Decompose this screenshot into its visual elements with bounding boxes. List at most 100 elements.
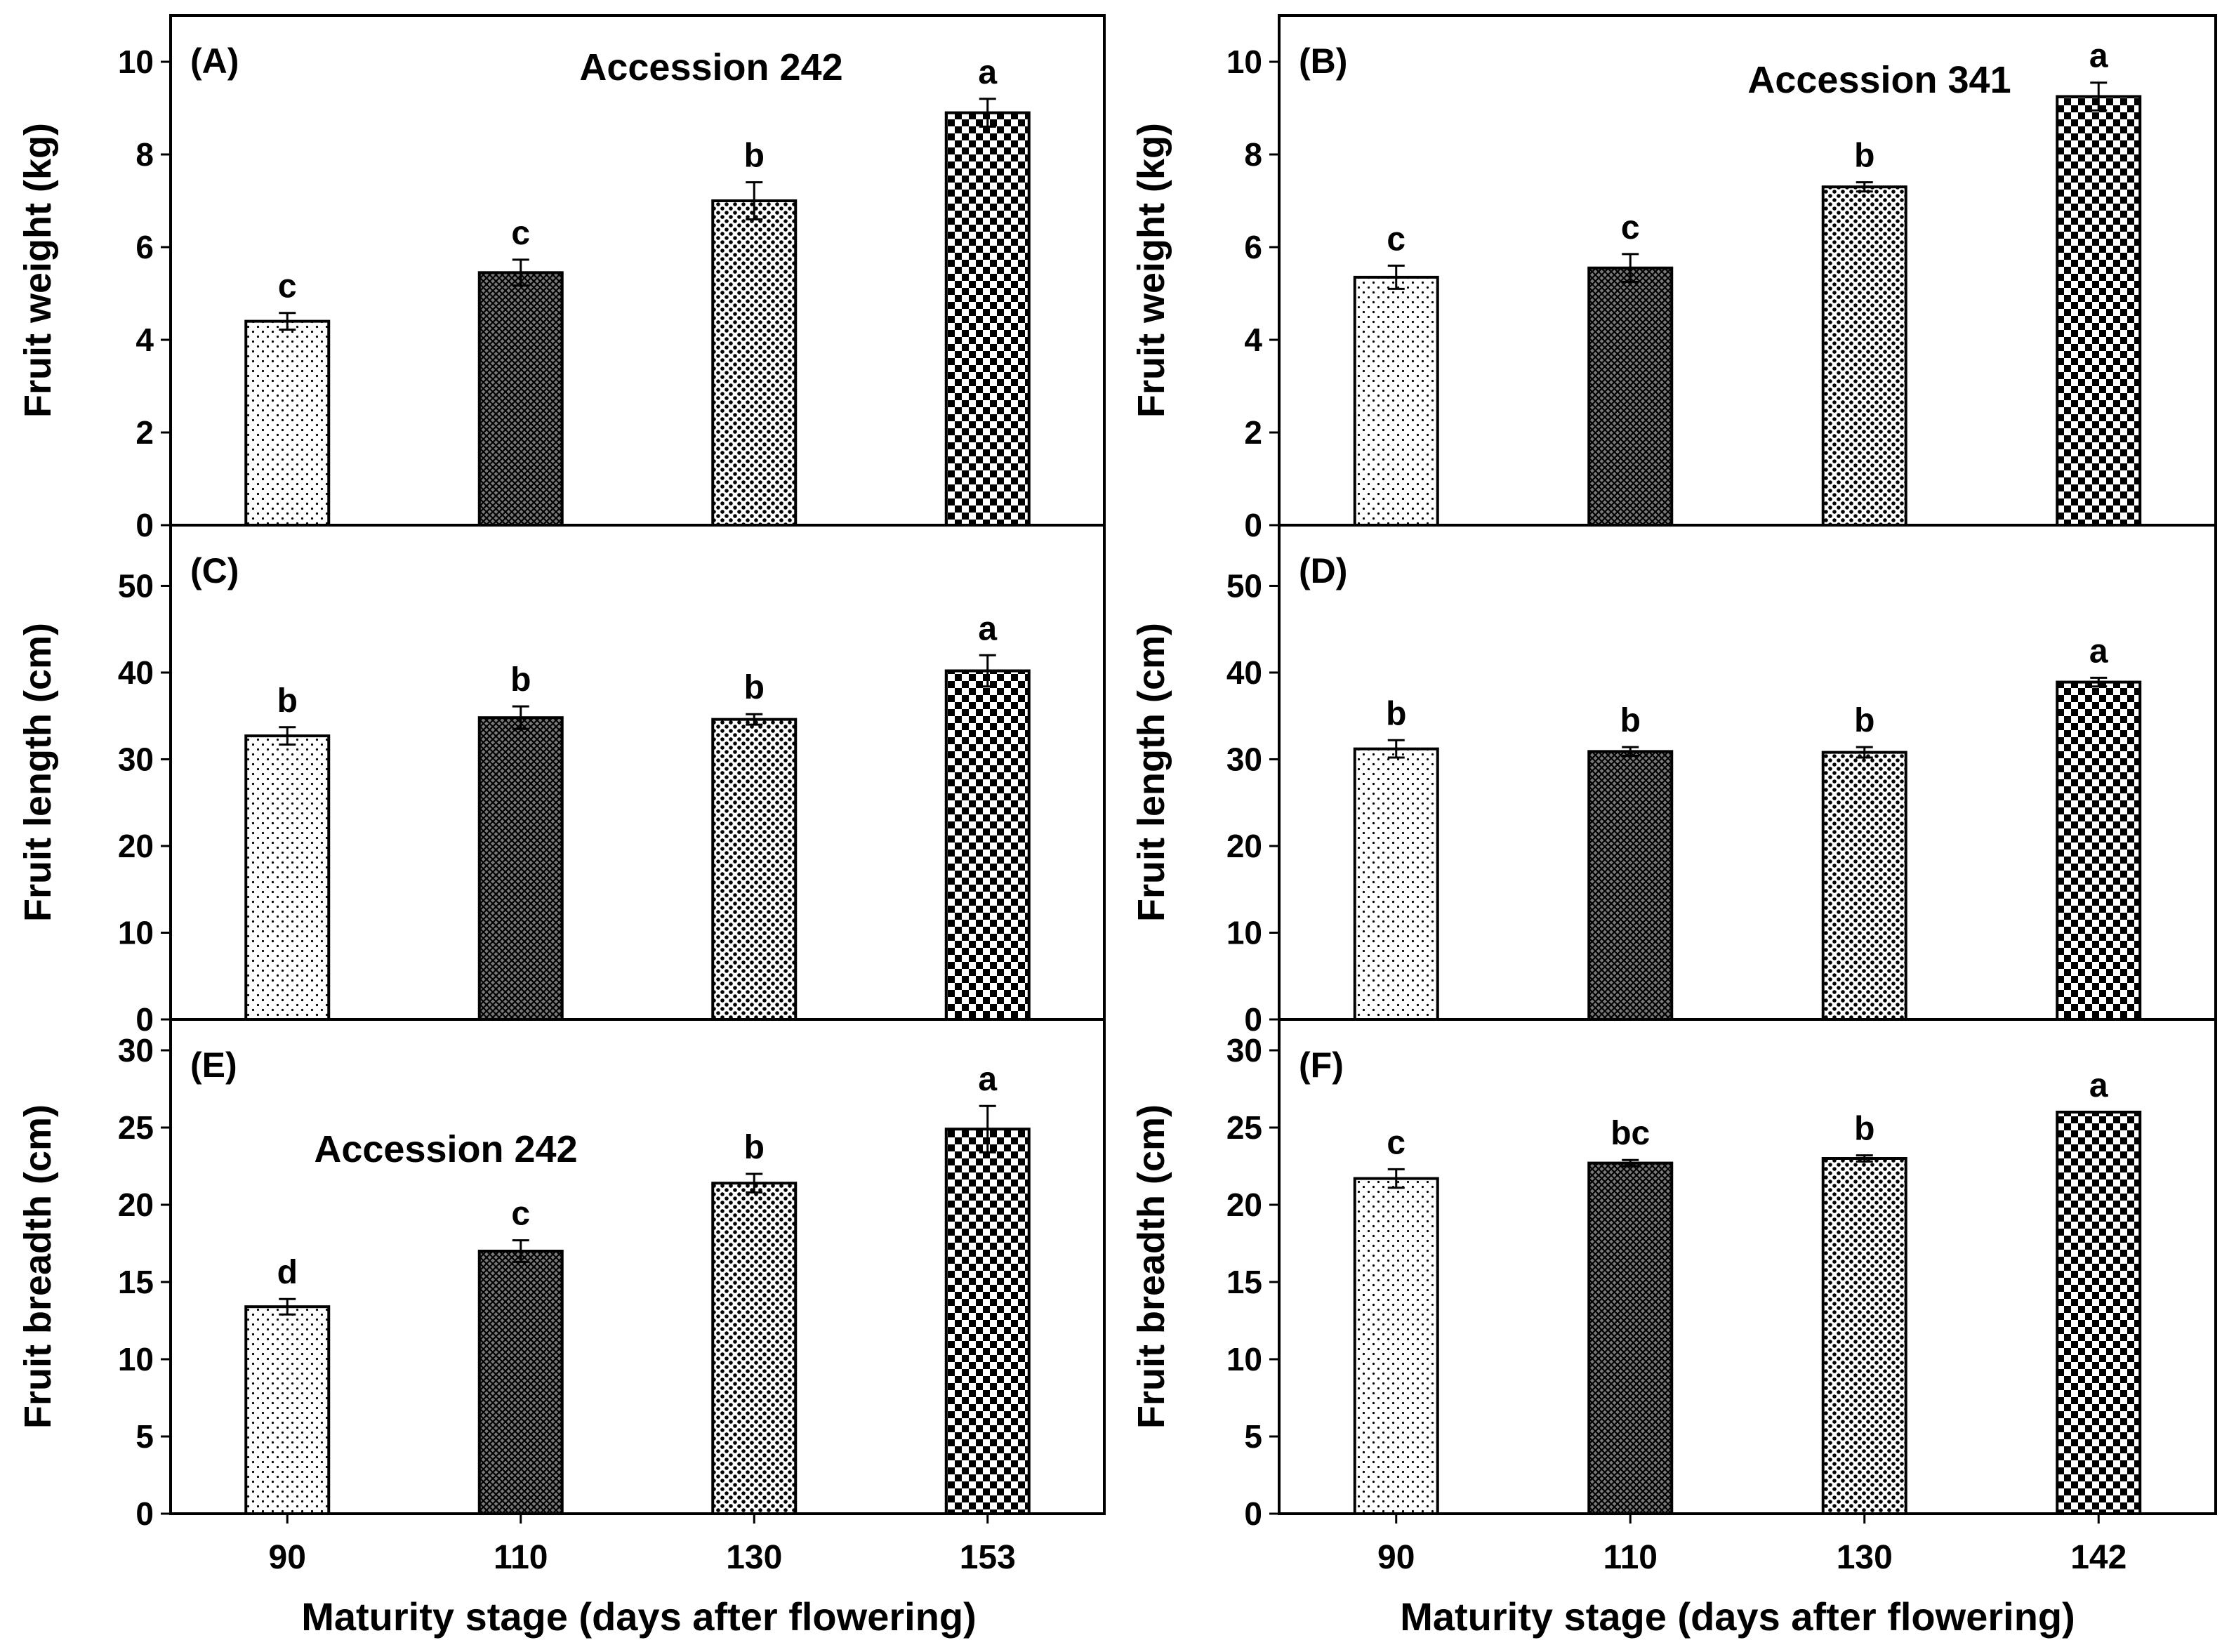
y-tick-label: 4	[135, 322, 154, 358]
bar-D-130-dense-dots	[1821, 751, 1907, 1022]
significance-letter: b	[744, 1129, 765, 1166]
y-axis-label: Fruit length (cm)	[17, 623, 59, 922]
y-tick-label: 0	[135, 1001, 154, 1038]
y-tick-label: 30	[1226, 741, 1262, 777]
significance-letter: c	[511, 1196, 530, 1233]
significance-letter: c	[1387, 1124, 1405, 1161]
y-tick-label: 20	[118, 1187, 154, 1223]
bar-C-153-checkerboard	[944, 669, 1031, 1021]
bar-F-110-crosshatch	[1587, 1161, 1674, 1515]
y-tick-label: 30	[1226, 1032, 1262, 1069]
y-tick-label: 25	[118, 1109, 154, 1146]
x-axis-label-right: Maturity stage (days after flowering)	[1400, 1594, 2075, 1639]
significance-letter: c	[278, 268, 297, 305]
plot-frame-F	[1278, 1018, 2217, 1515]
y-tick-label: 6	[1244, 229, 1262, 265]
y-tick-label: 10	[118, 44, 154, 80]
panel-E: 0 5 10 15 20 25 30 Fruit breadth (cm) (E) Accessi…	[17, 1018, 1106, 1576]
y-tick-label: 40	[1226, 654, 1262, 691]
y-tick-label: 20	[1226, 1187, 1262, 1223]
significance-letter: c	[1621, 209, 1640, 246]
bar-C-130-dense-dots	[711, 718, 798, 1022]
bar-F-90-sparse-dots	[1353, 1177, 1439, 1515]
bar-A-110-crosshatch	[477, 271, 564, 527]
y-axis-label: Fruit weight (kg)	[17, 123, 59, 418]
significance-letter: a	[978, 54, 997, 91]
bar-B-110-crosshatch	[1587, 266, 1674, 527]
panel-C: 0 10 20 30 40 50 Fruit length (cm) (C) b b b a	[17, 524, 1106, 1038]
panel-label: (C)	[190, 551, 239, 590]
y-axis-label: Fruit length (cm)	[1130, 623, 1172, 922]
bar-F-130-dense-dots	[1821, 1157, 1907, 1515]
y-tick-label: 8	[135, 136, 154, 173]
panel-A: 0 2 4 6 8 10 Fruit weight (kg) (A) Accession 242…	[17, 14, 1106, 543]
x-tick-label: 153	[960, 1539, 1016, 1576]
y-tick-label: 10	[118, 914, 154, 951]
bar-A-130-dense-dots	[711, 199, 798, 527]
significance-letter: b	[1854, 138, 1874, 175]
significance-letter: b	[1854, 702, 1874, 739]
y-tick-label: 10	[1226, 44, 1262, 80]
y-tick-label: 10	[118, 1341, 154, 1377]
y-tick-label: 20	[1226, 828, 1262, 864]
significance-letter: b	[1854, 1111, 1874, 1148]
bar-B-130-dense-dots	[1821, 185, 1907, 527]
panel-label: (E)	[190, 1045, 237, 1085]
significance-letter: a	[2089, 633, 2108, 670]
significance-letter: c	[1387, 220, 1405, 258]
y-tick-label: 5	[1244, 1418, 1262, 1455]
significance-letter: c	[511, 215, 530, 252]
significance-letter: a	[978, 610, 997, 647]
significance-letter: a	[2089, 38, 2108, 75]
y-tick-label: 30	[118, 1032, 154, 1069]
panel-title: Accession 242	[579, 46, 842, 88]
y-tick-label: 40	[118, 654, 154, 691]
significance-letter: b	[744, 138, 765, 175]
x-tick-label: 130	[1837, 1539, 1893, 1576]
x-axis-label-left: Maturity stage (days after flowering)	[301, 1594, 977, 1639]
bar-E-90-sparse-dots	[244, 1305, 331, 1515]
bar-B-142-checkerboard	[2056, 95, 2142, 527]
panel-label: (A)	[190, 41, 239, 81]
x-tick-label: 130	[726, 1539, 782, 1576]
panel-label: (D)	[1299, 551, 1347, 590]
bar-F-142-checkerboard	[2056, 1111, 2142, 1515]
bar-B-90-sparse-dots	[1353, 275, 1439, 527]
significance-letter: b	[1620, 702, 1641, 739]
significance-letter: a	[2089, 1067, 2108, 1104]
panel-label: (F)	[1299, 1045, 1344, 1085]
panel-B: 0 2 4 6 8 10 Fruit weight (kg) (B) Accession 341…	[1130, 14, 2217, 543]
x-tick-label: 142	[2070, 1539, 2127, 1576]
panel-F: 0 5 10 15 20 25 30 Fruit breadth (cm) (F) c 90 bc 11…	[1130, 1018, 2217, 1576]
y-tick-label: 30	[118, 741, 154, 777]
significance-letter: b	[510, 661, 531, 699]
significance-letter: bc	[1610, 1115, 1650, 1152]
y-tick-label: 50	[1226, 567, 1262, 604]
y-tick-label: 4	[1244, 322, 1262, 358]
panel-title: Accession 341	[1747, 59, 2011, 101]
bar-D-142-checkerboard	[2056, 680, 2142, 1022]
y-tick-label: 0	[135, 507, 154, 543]
bar-D-90-sparse-dots	[1353, 747, 1439, 1021]
bar-E-153-checkerboard	[944, 1128, 1031, 1515]
x-tick-label: 90	[269, 1539, 306, 1576]
y-tick-label: 5	[135, 1418, 154, 1455]
panel-D: 0 10 20 30 40 50 Fruit length (cm) (D) b b b a	[1130, 524, 2217, 1038]
y-tick-label: 50	[118, 567, 154, 604]
y-tick-label: 6	[135, 229, 154, 265]
bar-C-90-sparse-dots	[244, 734, 331, 1022]
y-axis-label: Fruit breadth (cm)	[17, 1104, 59, 1429]
significance-letter: b	[1386, 695, 1406, 732]
bar-D-110-crosshatch	[1587, 750, 1674, 1022]
bar-A-90-sparse-dots	[244, 319, 331, 527]
panel-label: (B)	[1299, 41, 1347, 81]
y-tick-label: 20	[118, 828, 154, 864]
plot-frame-E	[169, 1018, 1106, 1515]
y-tick-label: 0	[1244, 1495, 1262, 1532]
significance-letter: a	[978, 1061, 997, 1098]
y-axis-label: Fruit breadth (cm)	[1130, 1104, 1172, 1429]
y-tick-label: 0	[1244, 1001, 1262, 1038]
x-tick-label: 90	[1377, 1539, 1415, 1576]
significance-letter: b	[277, 682, 298, 720]
